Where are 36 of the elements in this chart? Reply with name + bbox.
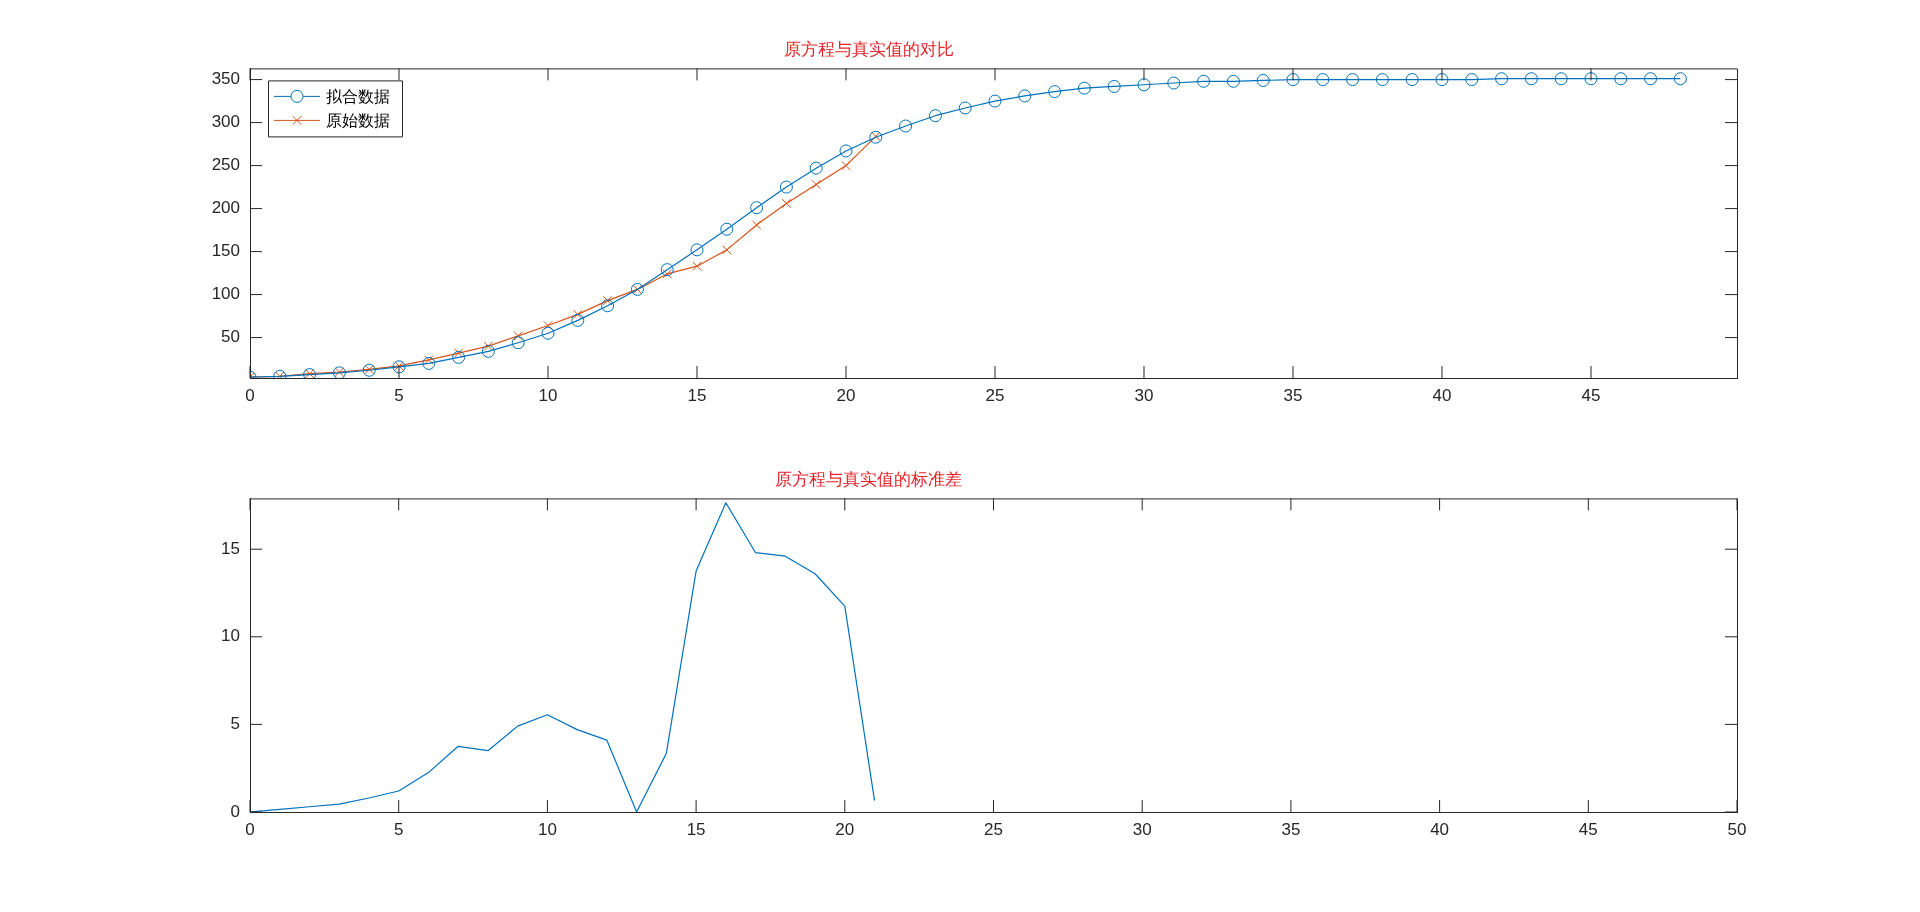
x-tick-label: 5	[393, 819, 404, 839]
x-tick-label: 15	[686, 819, 706, 839]
y-tick-label: 300	[211, 112, 240, 132]
x-tick-label: 0	[245, 385, 255, 405]
y-tick-label: 10	[221, 626, 240, 646]
y-tick-label: 200	[211, 198, 240, 218]
x-tick-label: 10	[538, 385, 558, 405]
x-tick-label: 5	[394, 385, 404, 405]
x-tick-label: 30	[1134, 385, 1154, 405]
x-tick-label: 20	[836, 385, 856, 405]
x-tick-label: 10	[537, 819, 557, 839]
y-tick-label: 5	[230, 714, 240, 734]
legend-label: 原始数据	[326, 111, 390, 129]
legend-label: 拟合数据	[326, 87, 390, 105]
x-tick-label: 40	[1432, 385, 1452, 405]
y-tick-label: 15	[221, 538, 240, 558]
x-tick-label: 0	[245, 819, 255, 839]
y-tick-label: 50	[221, 327, 240, 347]
x-tick-label: 35	[1283, 385, 1303, 405]
x-tick-label: 45	[1578, 819, 1598, 839]
chart-title: 原方程与真实值的标准差	[775, 469, 962, 489]
y-tick-label: 350	[211, 69, 240, 89]
y-tick-label: 250	[211, 155, 240, 175]
y-tick-label: 100	[211, 284, 240, 304]
x-tick-label: 35	[1281, 819, 1301, 839]
y-tick-label: 150	[211, 241, 240, 261]
x-tick-label: 45	[1581, 385, 1601, 405]
x-tick-label: 40	[1430, 819, 1450, 839]
x-tick-label: 25	[984, 819, 1003, 839]
x-tick-label: 20	[835, 819, 855, 839]
x-tick-label: 30	[1132, 819, 1152, 839]
x-tick-label: 25	[985, 385, 1005, 405]
chart-title: 原方程与真实值的对比	[783, 39, 954, 59]
y-tick-label: 0	[230, 801, 240, 821]
x-tick-label: 50	[1727, 819, 1747, 839]
x-tick-label: 15	[687, 385, 707, 405]
